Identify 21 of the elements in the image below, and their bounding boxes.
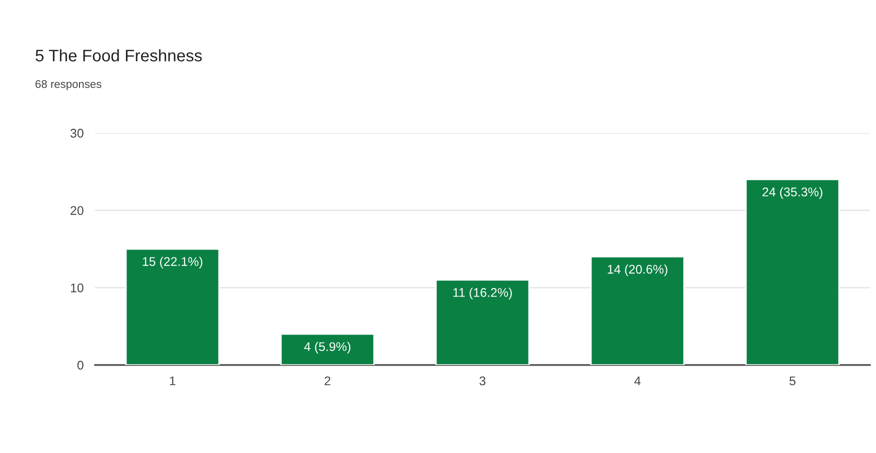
data-label: 11 (16.2%) [453, 288, 512, 300]
bar [590, 256, 685, 365]
y-tick-label: 20 [70, 206, 84, 215]
y-tick-label: 30 [70, 128, 84, 138]
y-tick-label: 0 [77, 360, 84, 370]
chart-title: 5 The Food Freshness [36, 49, 202, 62]
data-label: 24 (35.3%) [762, 187, 822, 199]
bar [745, 178, 840, 365]
bar [125, 248, 220, 365]
bar [280, 333, 375, 365]
x-tick-label: 3 [480, 376, 486, 386]
x-tick-label: 2 [324, 376, 330, 386]
y-tick-label: 10 [70, 283, 84, 292]
chart-subtitle: 68 responses [36, 80, 102, 90]
bar [435, 279, 530, 365]
x-tick-label: 1 [170, 376, 176, 386]
data-label: 14 (20.6%) [608, 264, 668, 276]
data-label: 4 (5.9%) [304, 342, 350, 354]
data-label: 15 (22.1%) [142, 256, 202, 268]
x-tick-label: 4 [634, 376, 641, 386]
x-tick-label: 5 [790, 376, 796, 386]
